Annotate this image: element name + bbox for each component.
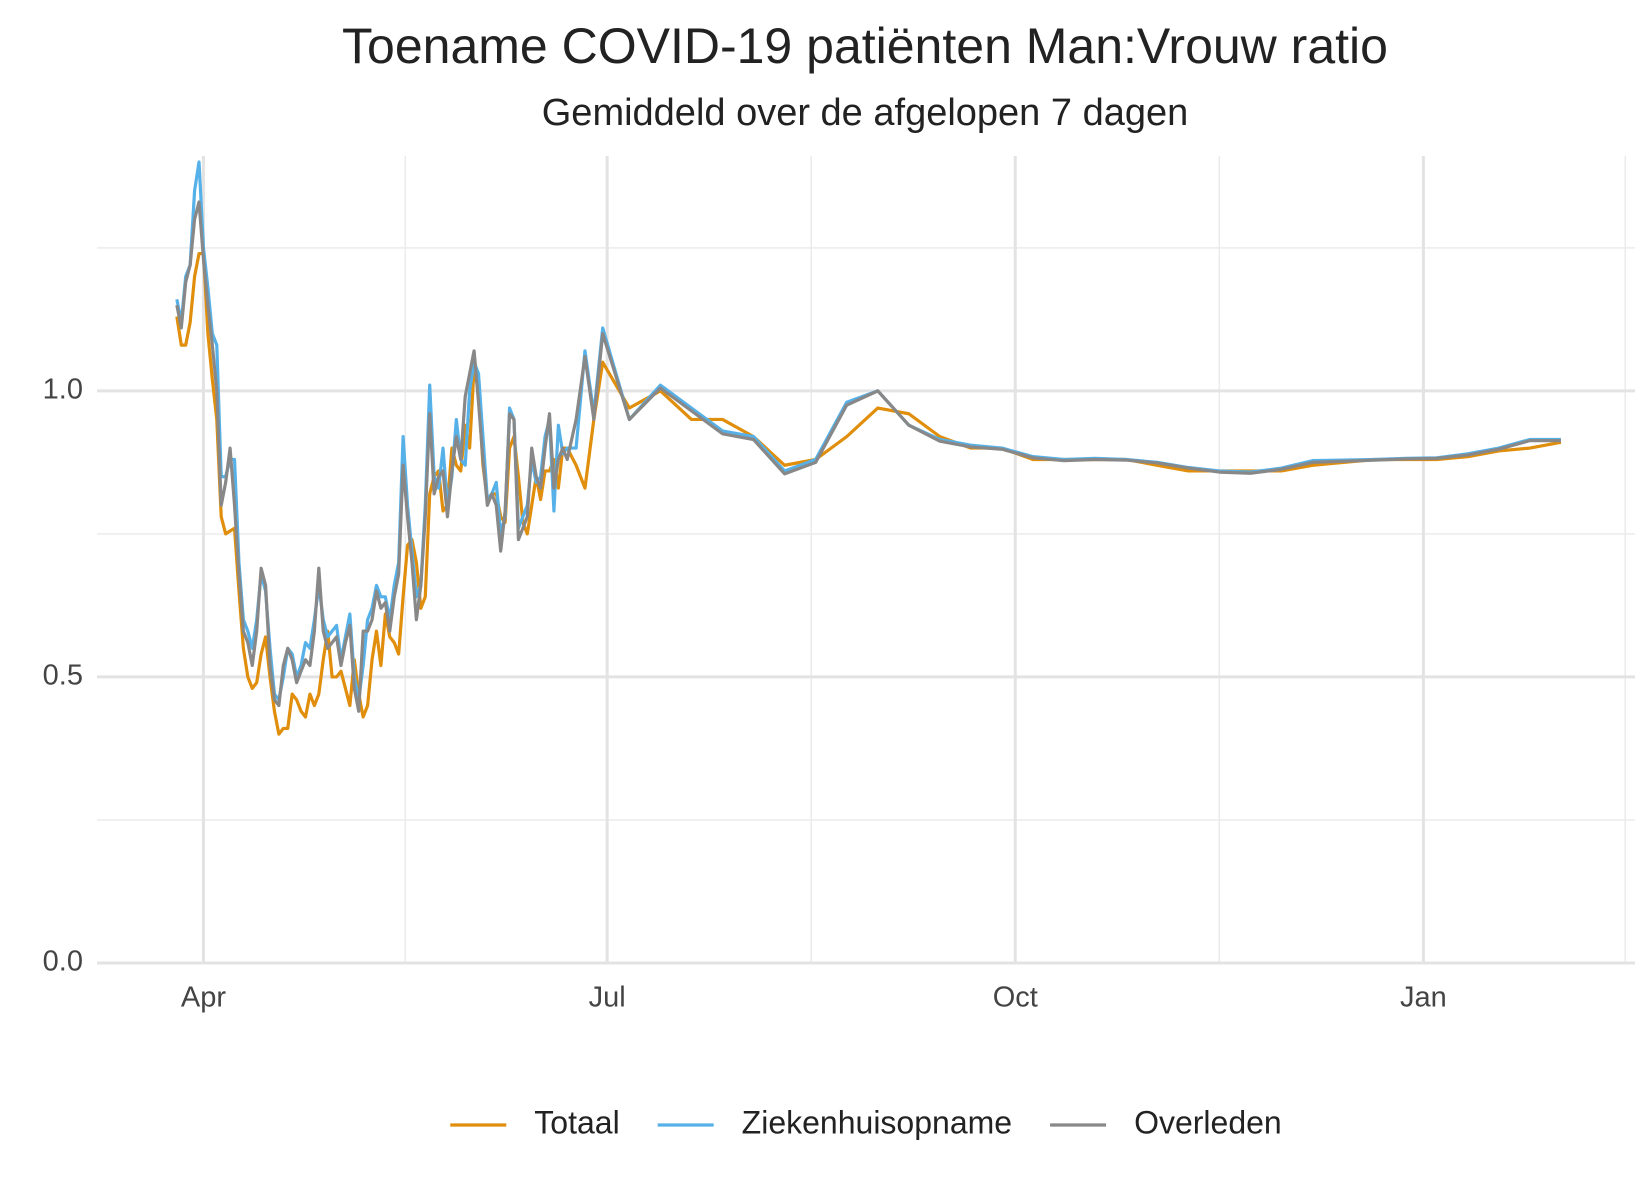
chart-title: Toename COVID-19 patiënten Man:Vrouw rat…	[342, 18, 1388, 74]
x-tick-label: Apr	[181, 982, 226, 1014]
y-tick-label: 1.0	[43, 374, 83, 406]
data-line	[175, 251, 1562, 736]
legend-label: Overleden	[1134, 1104, 1282, 1140]
y-tick-label: 0.0	[43, 946, 83, 978]
data-line	[175, 200, 1561, 713]
legend-label: Ziekenhuisopname	[742, 1104, 1012, 1140]
x-tick-label: Jan	[1400, 982, 1447, 1014]
chart-subtitle: Gemiddeld over de afgelopen 7 dagen	[542, 92, 1188, 134]
legend-label: Totaal	[534, 1104, 619, 1140]
x-tick-label: Jul	[589, 982, 626, 1014]
x-tick-label: Oct	[993, 982, 1038, 1014]
y-tick-label: 0.5	[43, 660, 83, 692]
